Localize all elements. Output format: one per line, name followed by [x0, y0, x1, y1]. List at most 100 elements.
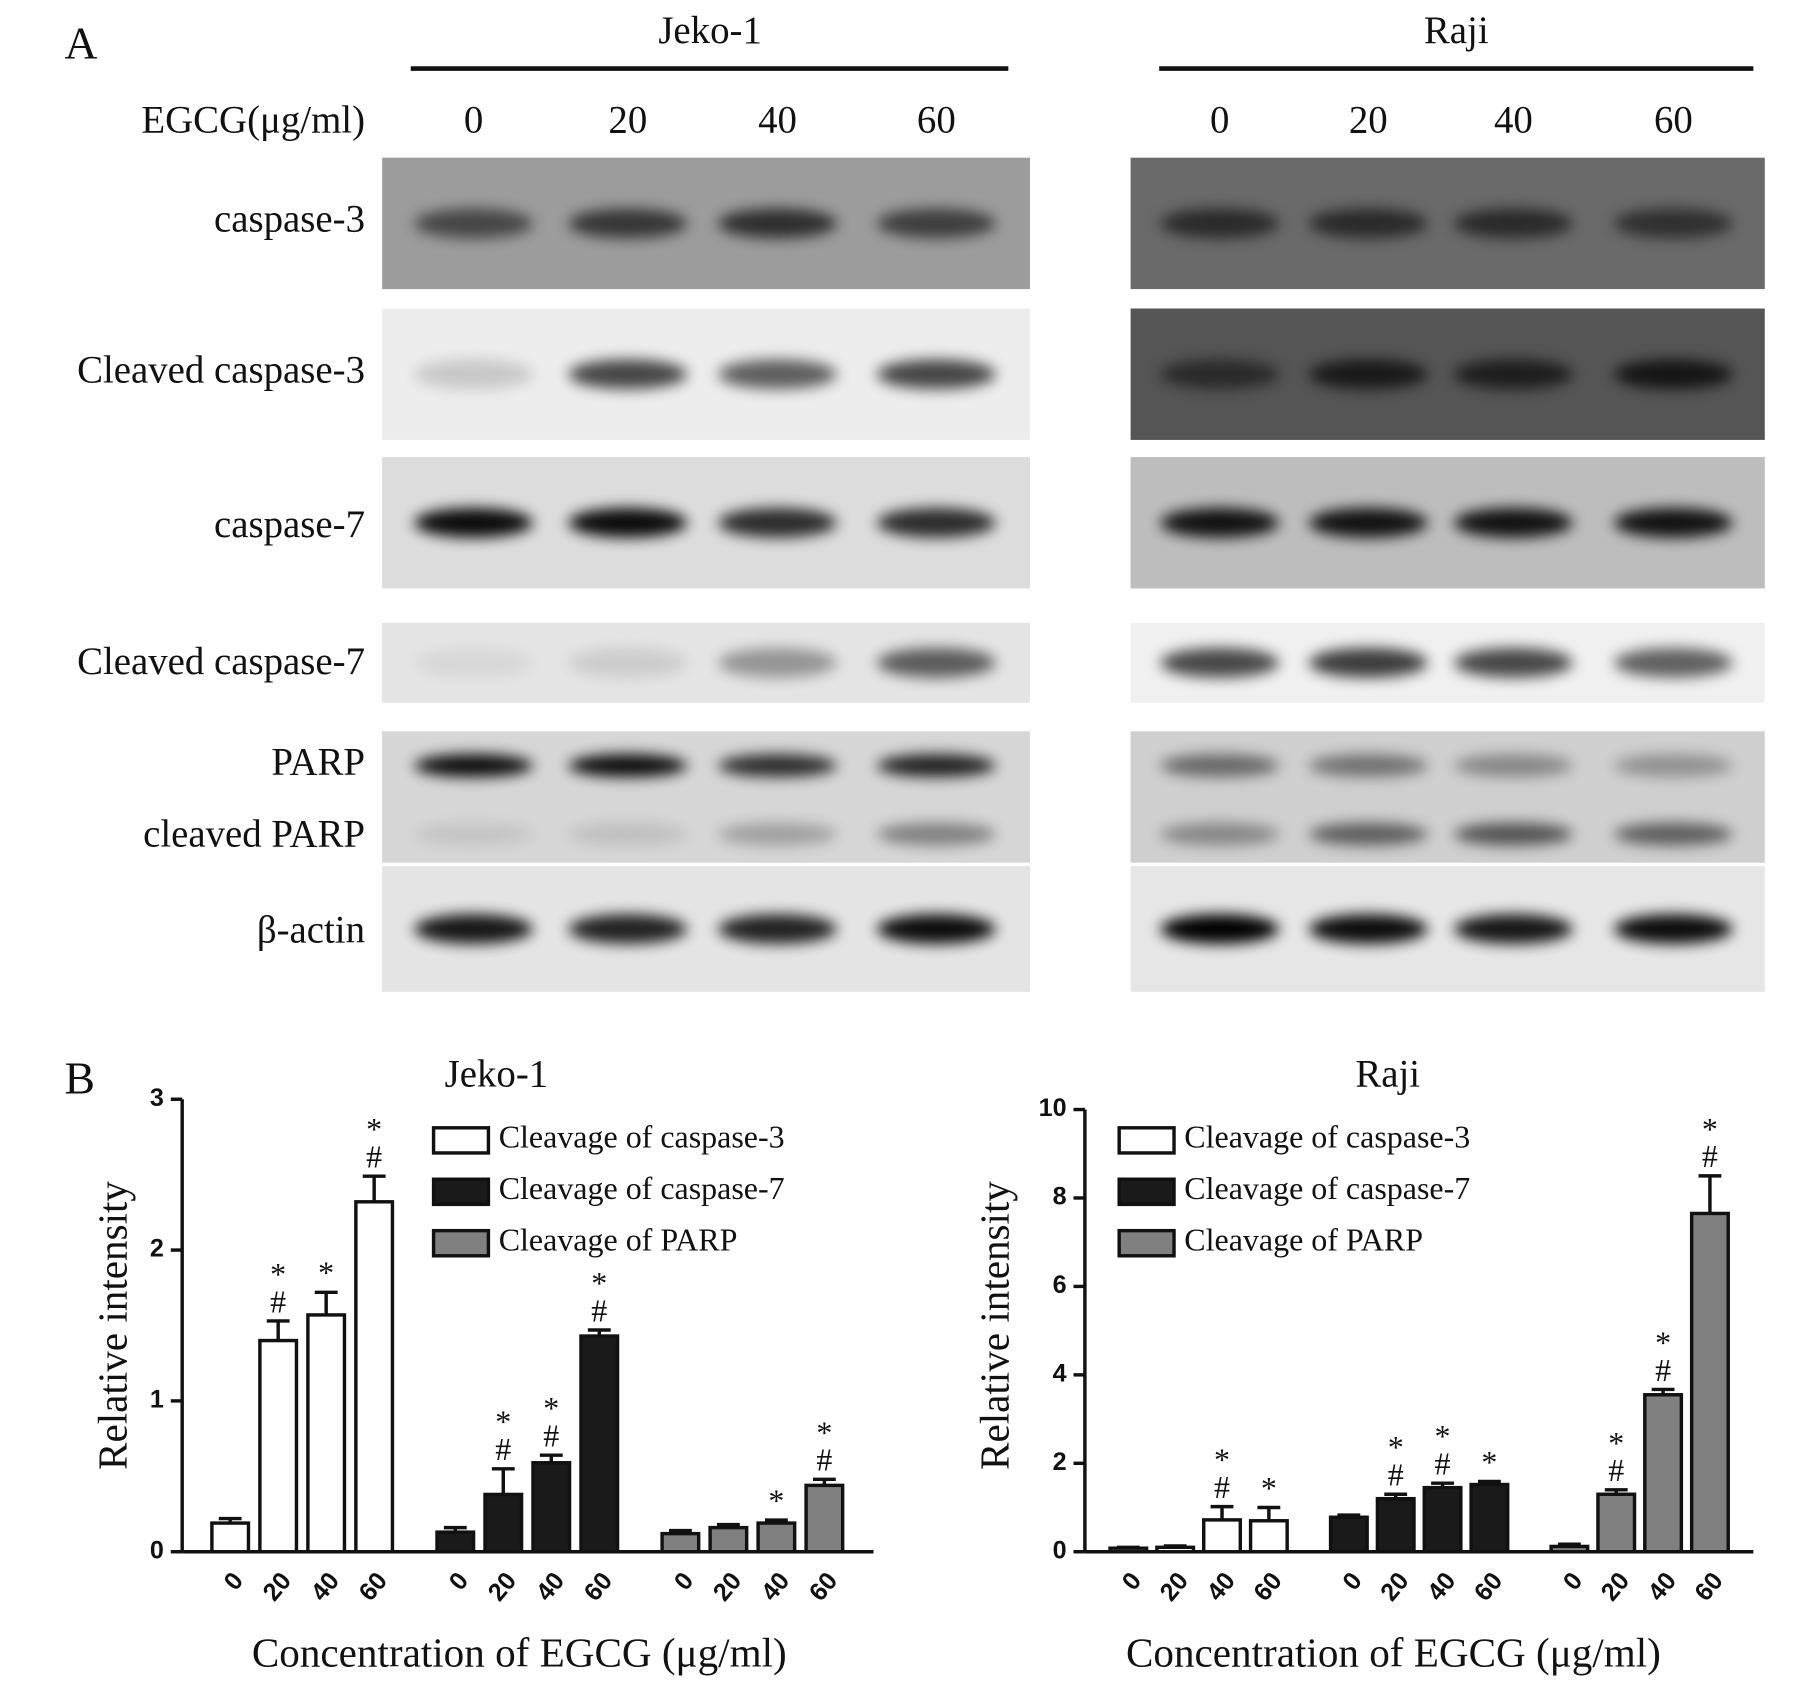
protein-label: Cleaved caspase-7: [77, 640, 365, 683]
blot-band: [1613, 208, 1733, 239]
bar: [1643, 1393, 1684, 1554]
significance-mark: #: [1435, 1446, 1451, 1482]
blot-band: [1308, 507, 1428, 538]
blot-band: [568, 914, 688, 944]
error-bar: [1651, 1387, 1675, 1395]
legend-label: Cleavage of caspase-7: [1184, 1170, 1470, 1206]
panel-label: B: [64, 1053, 94, 1104]
error-bar: [587, 1328, 611, 1337]
y-tick-label: 2: [1053, 1448, 1067, 1476]
blot-band: [1160, 822, 1280, 846]
bar: [1248, 1519, 1289, 1554]
legend-label: Cleavage of caspase-3: [499, 1119, 785, 1155]
legend-label: Cleavage of caspase-3: [1184, 1119, 1470, 1155]
blot-band: [1308, 754, 1428, 778]
error-bar: [668, 1528, 692, 1534]
legend-swatch: [1117, 1177, 1176, 1207]
blot-band: [1160, 754, 1280, 778]
protein-label: β-actin: [257, 908, 365, 951]
legend-label: Cleavage of PARP: [1184, 1222, 1423, 1258]
panel-label: A: [64, 17, 97, 68]
blot-band: [1453, 754, 1573, 778]
significance-mark: #: [1655, 1352, 1671, 1388]
significance-mark: *: [1702, 1111, 1718, 1147]
significance-mark: *: [270, 1256, 286, 1292]
dose-label: 20: [1349, 98, 1388, 141]
blot-band: [1453, 507, 1573, 538]
x-axis-label: Concentration of EGCG (μg/ml): [252, 1629, 787, 1676]
dose-label: 40: [758, 98, 797, 141]
bar: [531, 1461, 572, 1554]
y-tick-label: 6: [1053, 1271, 1067, 1299]
dose-label: 0: [464, 98, 483, 141]
blot-band: [1308, 822, 1428, 846]
blot-band: [414, 359, 533, 390]
blot-band: [414, 754, 533, 778]
blot-band: [876, 647, 996, 678]
error-bar: [266, 1319, 290, 1341]
blot-band: [876, 507, 996, 538]
bar: [1689, 1211, 1730, 1554]
significance-mark: *: [768, 1482, 784, 1518]
error-bar: [1604, 1488, 1628, 1495]
legend-swatch: [431, 1177, 491, 1207]
significance-mark: #: [591, 1292, 607, 1328]
significance-mark: #: [1214, 1469, 1230, 1505]
error-bar: [1163, 1544, 1187, 1548]
bar: [1549, 1544, 1590, 1554]
significance-mark: *: [318, 1255, 334, 1291]
error-bar: [1557, 1542, 1581, 1547]
y-tick-label: 3: [150, 1084, 164, 1112]
protein-label: caspase-3: [214, 198, 365, 241]
blot-band: [876, 822, 996, 846]
protein-label: caspase-7: [214, 503, 365, 546]
bar: [258, 1338, 299, 1554]
blot-band: [718, 507, 837, 538]
blot-band: [876, 359, 996, 390]
significance-mark: *: [816, 1414, 832, 1450]
bar: [435, 1530, 476, 1554]
blot-band: [1160, 647, 1280, 678]
error-bar: [1337, 1513, 1361, 1518]
blot-band: [1453, 647, 1573, 678]
blot-band: [718, 822, 837, 846]
error-bar: [1210, 1504, 1234, 1520]
blot-band: [568, 647, 688, 678]
blot-band: [1613, 507, 1733, 538]
blot-band: [1308, 208, 1428, 239]
dose-label: 20: [608, 98, 647, 141]
error-bar: [1698, 1174, 1722, 1214]
error-bar: [1116, 1545, 1140, 1550]
blot-band: [1308, 647, 1428, 678]
bar: [354, 1200, 395, 1554]
legend-swatch: [1117, 1228, 1176, 1258]
blot-band: [568, 822, 688, 846]
blot-band: [1613, 647, 1733, 678]
blot-band: [414, 822, 533, 846]
bar: [306, 1313, 347, 1554]
bar: [1596, 1492, 1637, 1554]
legend-swatch: [1117, 1126, 1176, 1155]
error-bar: [443, 1525, 467, 1533]
significance-mark: *: [495, 1404, 511, 1440]
error-bar: [764, 1518, 788, 1524]
significance-mark: #: [1702, 1138, 1718, 1174]
error-bar: [812, 1477, 836, 1486]
chart-title: Jeko-1: [445, 1052, 549, 1095]
blot-band: [876, 208, 996, 239]
blot-band: [1160, 507, 1280, 538]
bar: [804, 1483, 845, 1554]
y-tick-label: 10: [1039, 1094, 1067, 1122]
blot-band: [568, 754, 688, 778]
significance-mark: *: [1261, 1470, 1277, 1506]
error-bar: [1431, 1481, 1454, 1488]
bar: [756, 1521, 797, 1554]
significance-mark: #: [366, 1139, 382, 1175]
blot-band: [1453, 822, 1573, 846]
blot-band: [718, 208, 837, 239]
blot-band: [718, 754, 837, 778]
significance-mark: #: [1608, 1452, 1624, 1488]
significance-mark: *: [543, 1390, 559, 1426]
protein-label: Cleaved caspase-3: [77, 349, 365, 392]
y-tick-label: 1: [150, 1386, 164, 1414]
